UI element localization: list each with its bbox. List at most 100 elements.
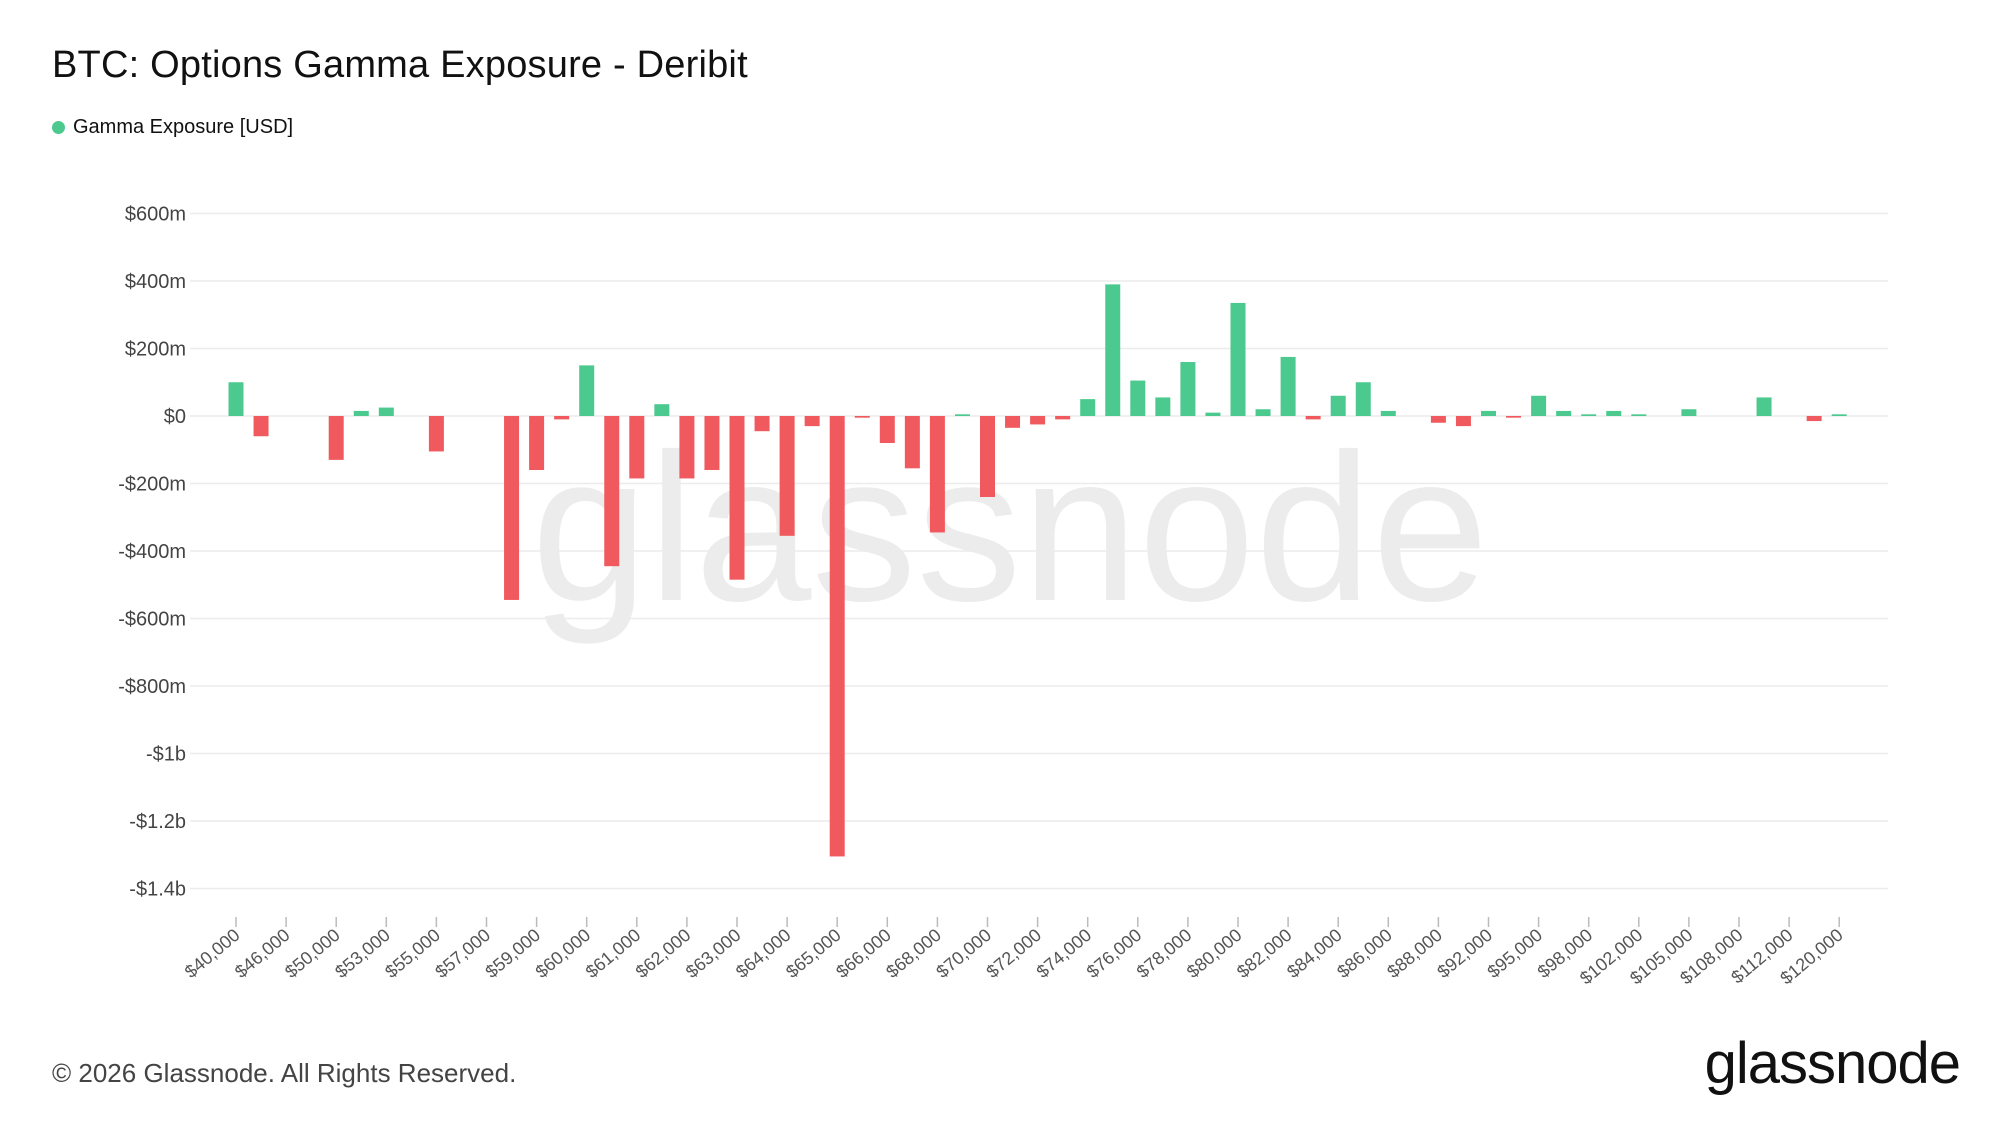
y-tick-label: -$800m (118, 676, 186, 698)
bar[interactable] (1280, 356, 1296, 416)
bar[interactable] (579, 365, 595, 416)
chart-title: BTC: Options Gamma Exposure - Deribit (52, 44, 748, 86)
y-tick-label: -$600m (118, 609, 186, 631)
x-tick-label: $65,000 (782, 925, 845, 982)
glassnode-logo: glassnode (1704, 1031, 1961, 1096)
bar[interactable] (679, 416, 695, 479)
x-axis: $40,000$46,000$50,000$53,000$55,000$57,0… (181, 917, 1847, 988)
x-tick-label: $84,000 (1283, 925, 1346, 982)
bar[interactable] (1180, 362, 1196, 416)
x-tick-label: $86,000 (1333, 925, 1396, 982)
x-tick-label: $61,000 (582, 925, 645, 982)
bar[interactable] (1556, 410, 1572, 416)
bar[interactable] (904, 416, 920, 469)
x-tick-label: $68,000 (882, 925, 945, 982)
bar[interactable] (1430, 416, 1446, 423)
bar[interactable] (1055, 416, 1071, 420)
x-tick-label: $55,000 (381, 925, 444, 982)
bar[interactable] (1606, 410, 1622, 416)
x-tick-label: $59,000 (481, 925, 544, 982)
copyright-text: © 2026 Glassnode. All Rights Reserved. (52, 1058, 517, 1088)
x-tick-label: $92,000 (1433, 925, 1496, 982)
bar[interactable] (1831, 414, 1847, 416)
y-axis: $600m $400m $200m $0 -$200m -$400m -$600m -$800… (118, 204, 186, 901)
bar[interactable] (1631, 414, 1647, 416)
bar[interactable] (504, 416, 520, 600)
bar[interactable] (529, 416, 545, 470)
y-tick-label: -$1.4b (129, 879, 186, 901)
x-tick-label: $60,000 (532, 925, 595, 982)
y-tick-label: $600m (125, 204, 186, 226)
bar[interactable] (1806, 416, 1822, 422)
bar[interactable] (428, 416, 444, 452)
bar[interactable] (1105, 284, 1121, 416)
bar[interactable] (654, 404, 670, 416)
bar[interactable] (1355, 382, 1371, 416)
bar[interactable] (1481, 410, 1496, 416)
bar[interactable] (1330, 395, 1346, 416)
bar[interactable] (1455, 416, 1471, 427)
bar[interactable] (1681, 409, 1697, 416)
x-tick-label: $95,000 (1483, 925, 1546, 982)
bar[interactable] (929, 416, 945, 533)
y-tick-label: -$200m (118, 474, 186, 496)
bar[interactable] (804, 416, 820, 427)
y-tick-label: $400m (125, 271, 186, 293)
bar[interactable] (1506, 416, 1522, 418)
x-tick-label: $80,000 (1183, 925, 1246, 982)
x-tick-label: $66,000 (832, 925, 895, 982)
bar[interactable] (1030, 416, 1046, 425)
bar[interactable] (604, 416, 620, 567)
bar[interactable] (554, 416, 570, 420)
bar[interactable] (854, 416, 870, 418)
bar[interactable] (779, 416, 795, 536)
x-tick-label: $74,000 (1033, 925, 1096, 982)
x-tick-label: $82,000 (1233, 925, 1296, 982)
bar[interactable] (1581, 414, 1597, 416)
bar[interactable] (704, 416, 720, 470)
bar[interactable] (729, 416, 745, 580)
y-tick-label: -$400m (118, 541, 186, 563)
bar[interactable] (629, 416, 645, 479)
bar[interactable] (1155, 397, 1171, 416)
bar[interactable] (1230, 302, 1246, 416)
bar[interactable] (1756, 397, 1772, 416)
bar[interactable] (1255, 409, 1271, 416)
bar[interactable] (1005, 416, 1021, 428)
bar[interactable] (1130, 380, 1146, 416)
y-tick-label: $0 (164, 406, 186, 428)
bars (228, 284, 1847, 857)
x-tick-label: $72,000 (982, 925, 1045, 982)
x-tick-label: $70,000 (932, 925, 995, 982)
bar[interactable] (353, 410, 369, 416)
watermark-text: glassnode (531, 410, 1488, 645)
bar[interactable] (1080, 399, 1096, 416)
x-tick-label: $57,000 (431, 925, 494, 982)
x-tick-label: $46,000 (231, 925, 294, 982)
x-tick-label: $88,000 (1383, 925, 1446, 982)
bar[interactable] (1305, 416, 1321, 420)
legend[interactable]: Gamma Exposure [USD] (52, 116, 293, 139)
bar[interactable] (253, 416, 269, 437)
y-tick-label: -$1b (146, 744, 186, 766)
grid-lines (190, 212, 1888, 890)
bar[interactable] (228, 382, 244, 416)
legend-dot-icon (52, 121, 65, 134)
bar[interactable] (328, 416, 344, 460)
bar[interactable] (980, 416, 995, 497)
bar[interactable] (954, 414, 970, 416)
x-tick-label: $40,000 (181, 925, 244, 982)
bar[interactable] (879, 416, 895, 443)
bar[interactable] (1531, 395, 1547, 416)
y-tick-label: -$1.2b (129, 811, 186, 833)
bar[interactable] (829, 416, 845, 857)
bar[interactable] (1380, 410, 1396, 416)
bar[interactable] (1205, 412, 1221, 416)
bar[interactable] (378, 407, 394, 416)
y-tick-label: $200m (125, 339, 186, 361)
x-tick-label: $63,000 (682, 925, 745, 982)
bar[interactable] (754, 416, 770, 432)
legend-label: Gamma Exposure [USD] (73, 116, 294, 138)
x-tick-label: $53,000 (331, 925, 394, 982)
